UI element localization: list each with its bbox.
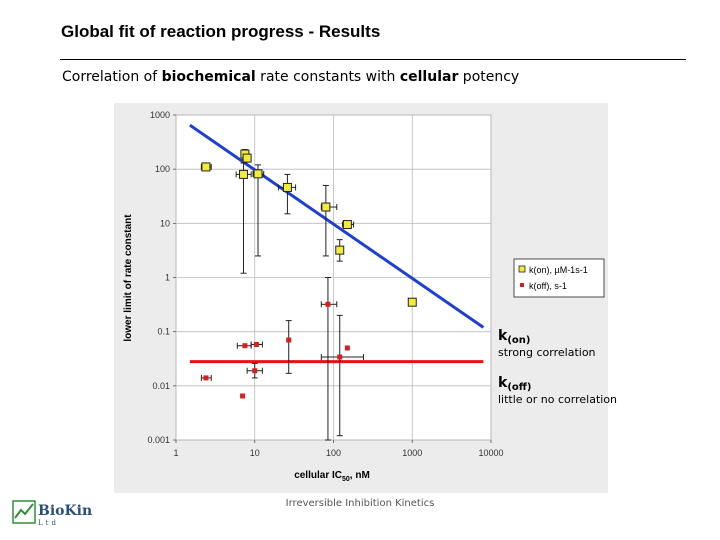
x-tick-label: 100: [326, 448, 341, 458]
logo-subtext: Ltd: [38, 519, 59, 527]
kon-annotation: k(on) strong correlation: [498, 328, 596, 359]
koff-point: [344, 345, 350, 351]
koff-point: [242, 343, 248, 349]
koff-point: [240, 393, 246, 399]
subtitle-emphasis-biochemical: biochemical: [161, 69, 256, 85]
koff-label: k(off): [498, 375, 617, 393]
legend-koff-swatch: [520, 283, 524, 287]
kon-fit-line: [189, 123, 485, 329]
x-axis-label: cellular IC50, nM: [294, 470, 370, 483]
slide-footer: Irreversible Inhibition Kinetics: [285, 498, 435, 509]
x-tick-label: 10: [250, 448, 260, 458]
kon-point: [253, 169, 263, 179]
koff-point: [337, 354, 343, 360]
legend: k(on), µM-1s-1 k(off), s-1: [513, 258, 605, 298]
y-tick-label: 1: [165, 273, 170, 283]
koff-point: [203, 375, 209, 381]
koff-annotation: k(off) little or no correlation: [498, 375, 617, 406]
x-axis-label-suffix: , nM: [350, 470, 370, 481]
kon-point: [201, 162, 211, 172]
grid-layer: [175, 114, 492, 441]
points-layer: [200, 149, 417, 441]
fit-lines-layer: [189, 123, 485, 364]
koff-k: k: [498, 375, 508, 391]
y-tick-label: 0.001: [147, 435, 170, 445]
kon-point: [335, 245, 345, 255]
slide-title: Global fit of reaction progress - Result…: [61, 22, 381, 41]
x-axis-label-main: cellular IC: [294, 470, 342, 481]
kon-sub: (on): [507, 335, 531, 346]
logo-text: BioKin: [38, 503, 93, 519]
y-axis-label: lower limit of rate constant: [123, 214, 134, 342]
x-tick-label: 1: [173, 448, 178, 458]
kon-point: [239, 169, 249, 179]
kon-point: [407, 297, 417, 307]
legend-koff-label: k(off), s-1: [529, 281, 567, 291]
kon-point: [282, 182, 292, 192]
koff-sub: (off): [507, 382, 532, 393]
subtitle-emphasis-cellular: cellular: [399, 69, 459, 85]
x-tick-label: 1000: [402, 448, 422, 458]
subtitle-part: potency: [458, 69, 520, 85]
kon-point: [321, 202, 331, 212]
x-tick-label: 10000: [478, 448, 503, 458]
x-axis-label-sub: 50: [342, 476, 350, 483]
biokin-logo-icon: [12, 500, 36, 524]
legend-kon-swatch: [518, 265, 526, 273]
y-tick-label: 0.01: [152, 381, 170, 391]
subtitle-part: Correlation of: [62, 69, 162, 85]
legend-kon-label: k(on), µM-1s-1: [529, 265, 588, 275]
koff-note: little or no correlation: [498, 393, 618, 406]
y-tick-label: 10: [160, 218, 170, 228]
koff-point: [252, 368, 258, 374]
kon-k: k: [498, 328, 508, 344]
y-tick-label: 0.1: [157, 327, 170, 337]
axes-layer: 0.001 0.01 0.1 1 10 100 1000 1 10 100 1000 10000: [147, 110, 503, 458]
kon-note: strong correlation: [498, 346, 596, 359]
koff-point: [286, 337, 292, 343]
kon-point: [342, 220, 352, 230]
y-tick-label: 1000: [150, 110, 170, 120]
kon-label: k(on): [498, 328, 596, 346]
legend-box: [513, 258, 605, 298]
slide-subtitle: Correlation of biochemical rate constant…: [62, 69, 519, 85]
kon-point: [242, 153, 252, 163]
title-rule: [60, 59, 686, 60]
y-tick-label: 100: [155, 164, 170, 174]
koff-point: [253, 341, 259, 347]
subtitle-part: rate constants with: [255, 69, 400, 85]
koff-point: [325, 301, 331, 307]
